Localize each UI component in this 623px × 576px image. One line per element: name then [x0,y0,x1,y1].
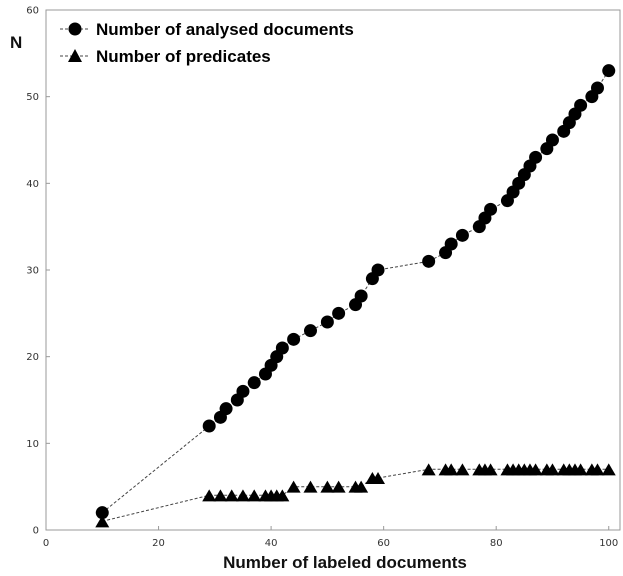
legend-label-analysed: Number of analysed documents [96,20,354,39]
circle-point [247,376,261,390]
circle-point [574,98,588,112]
triangle-point [303,480,318,493]
circle-point [219,402,233,416]
y-tick-label: 50 [26,92,39,103]
circle-point [287,332,301,346]
triangle-point [444,463,459,476]
circle-point [444,237,458,251]
x-axis-label: Number of labeled documents [223,553,467,572]
circle-point [484,202,498,216]
triangle-point [421,463,436,476]
x-tick-label: 40 [265,538,278,549]
y-tick-label: 10 [26,439,39,450]
triangle-point [601,463,616,476]
triangle-point [286,480,301,493]
circle-point [95,506,109,520]
legend-triangle-marker [68,49,82,62]
circle-point [320,315,334,329]
triangle-point [213,489,228,502]
circle-point [332,306,346,320]
plot-frame [45,9,621,531]
triangle-point [202,489,217,502]
y-axis-label: N [10,33,22,52]
triangle-point [275,489,290,502]
x-tick-label: 20 [152,538,165,549]
x-axis-ticks: 0 20 40 60 80 100 [43,526,618,549]
x-tick-label: 100 [599,538,618,549]
circle-point [202,419,216,433]
x-tick-label: 0 [43,538,49,549]
triangle-point [354,480,369,493]
circle-point [354,289,368,303]
circle-point [590,81,604,95]
triangle-point [320,480,335,493]
triangle-point [95,515,110,528]
triangle-point [371,472,386,484]
triangle-point [455,463,470,476]
series-layer [95,64,616,528]
circle-point [529,150,543,164]
triangle-point [545,463,560,476]
triangle-point [331,480,346,493]
circle-point [422,254,436,268]
triangle-point [224,489,239,502]
legend-circle-marker [68,22,82,36]
circle-point [545,133,559,147]
triangle-point [528,463,543,476]
y-axis-ticks: 0 10 20 30 40 50 60 [26,6,50,537]
y-tick-label: 0 [33,526,39,537]
circle-point [371,263,385,277]
y-tick-label: 20 [26,352,39,363]
x-tick-label: 60 [377,538,390,549]
triangle-point [235,489,250,502]
x-tick-label: 80 [490,538,503,549]
y-tick-label: 60 [26,6,39,17]
circle-point [455,228,469,242]
triangle-point [247,489,262,502]
circle-point [303,324,317,338]
y-tick-label: 30 [26,266,39,277]
triangle-point [483,463,498,476]
circle-point [275,341,289,355]
y-tick-label: 40 [26,179,39,190]
circle-point [602,64,616,78]
series-1-line [101,70,610,514]
legend-label-predicates: Number of predicates [96,47,271,66]
circle-point [236,384,250,398]
series-2-line [102,468,609,522]
triangle-point [573,463,588,476]
triangle-point [590,463,605,476]
legend: Number of analysed documents Number of p… [60,20,354,66]
